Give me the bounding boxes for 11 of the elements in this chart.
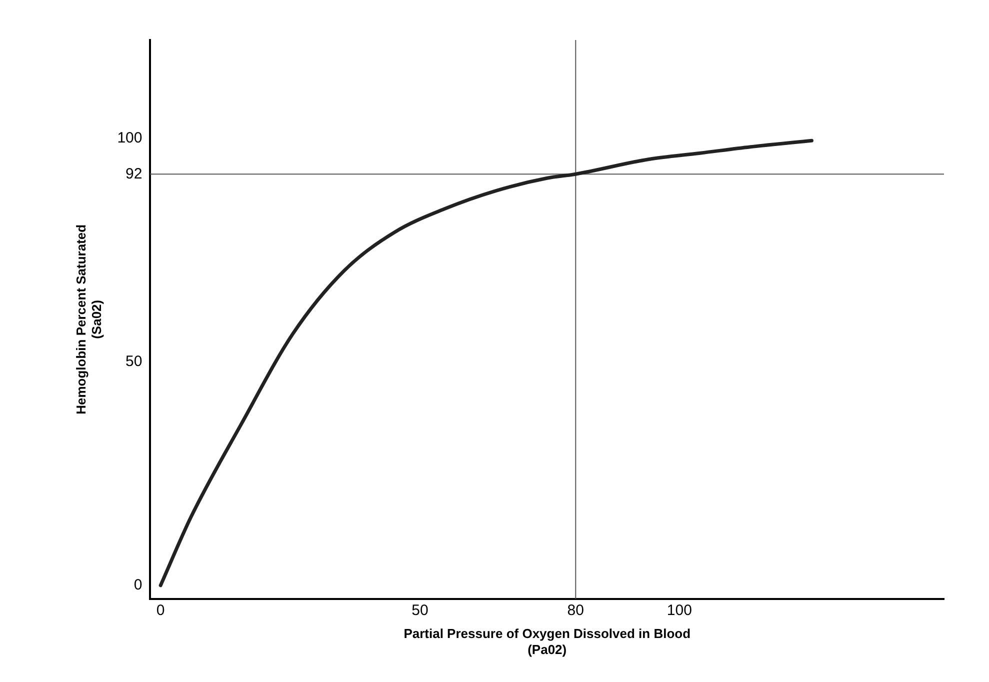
x-tick-label: 80: [567, 602, 584, 619]
y-tick-label: 100: [117, 129, 142, 146]
x-tick-label: 50: [412, 602, 428, 619]
y-tick-label: 50: [126, 353, 142, 370]
x-tick-label: 0: [156, 602, 165, 619]
y-tick-label: 92: [126, 165, 142, 182]
x-tick-label: 100: [666, 602, 692, 619]
y-axis-title: Hemoglobin Percent Saturated (Sa02): [73, 224, 104, 414]
y-tick-label: 0: [134, 576, 142, 594]
line-series: [158, 138, 814, 588]
x-axis-title: Partial Pressure of Oxygen Dissolved in Blood (Pa02): [404, 626, 691, 657]
